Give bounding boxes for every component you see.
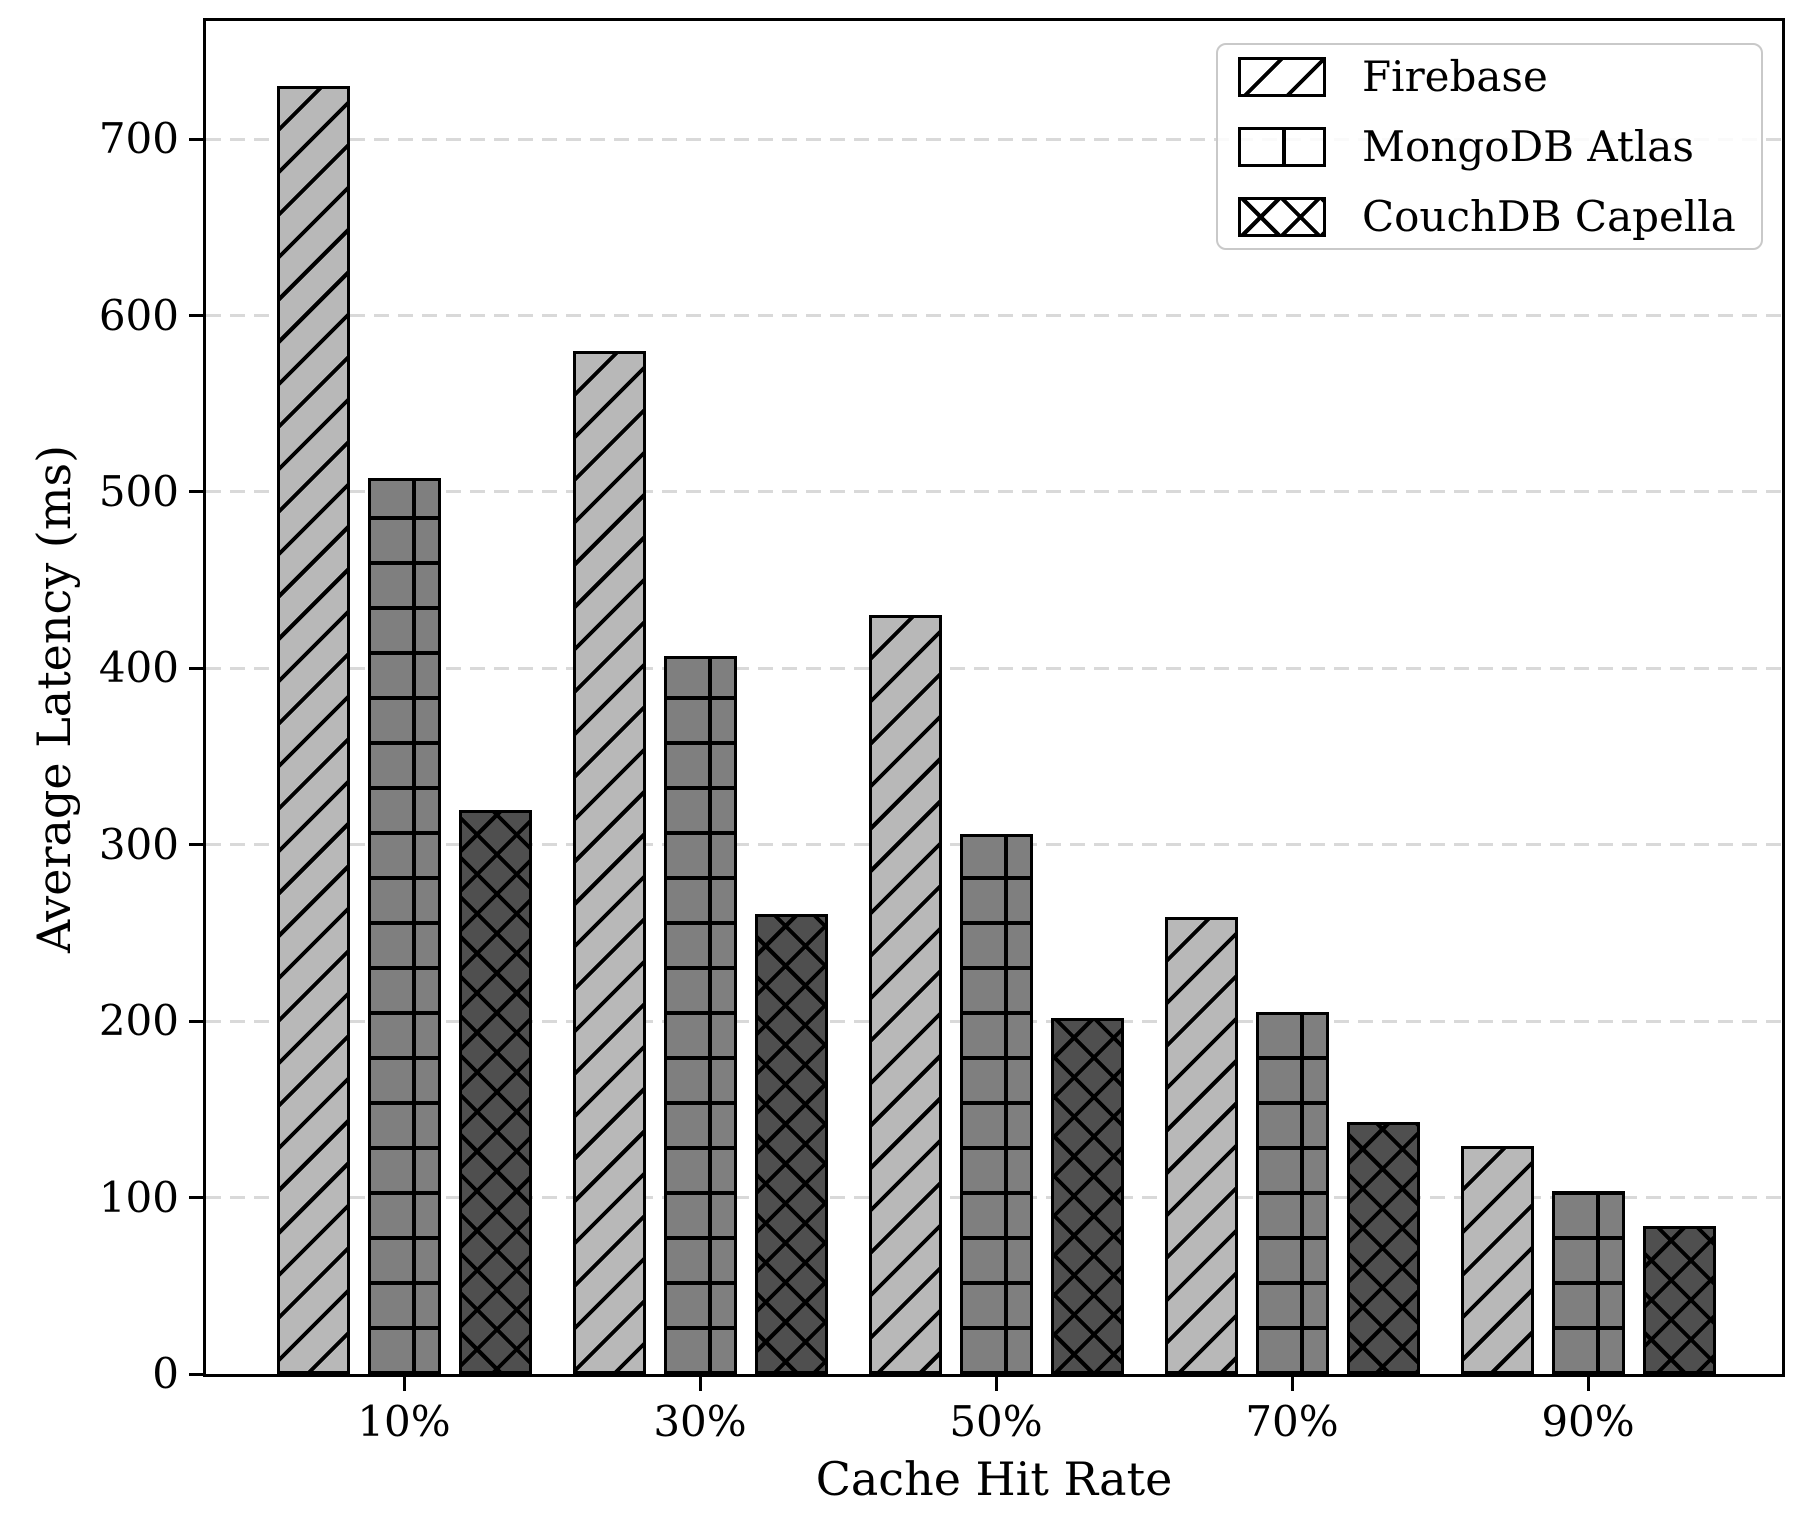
bar-couchdb-capella-10pct <box>458 810 532 1374</box>
bar-couchdb-capella-70pct <box>1346 1122 1420 1374</box>
bar-firebase-70pct <box>1164 917 1238 1374</box>
y-tick-mark-0 <box>189 1372 203 1376</box>
bar-mongodb-atlas-90pct <box>1551 1191 1625 1374</box>
gridline-400 <box>206 666 1782 670</box>
y-tick-label-100: 100 <box>98 1172 179 1222</box>
legend-swatch-mongodb-atlas-icon <box>1238 126 1326 167</box>
bar-couchdb-capella-50pct <box>1050 1018 1124 1374</box>
bar-firebase-30pct <box>572 351 646 1374</box>
bar-couchdb-capella-30pct <box>754 914 828 1374</box>
y-tick-label-400: 400 <box>98 643 179 693</box>
x-tick-label-70pct: 70% <box>1245 1397 1339 1446</box>
gridline-500 <box>206 490 1782 494</box>
x-tick-mark-10pct <box>402 1377 406 1391</box>
bar-couchdb-capella-90pct <box>1642 1226 1716 1374</box>
legend-row-couchdb-capella: CouchDB Capella <box>1238 191 1761 241</box>
x-tick-label-90pct: 90% <box>1541 1397 1635 1446</box>
y-tick-label-500: 500 <box>98 466 179 516</box>
legend-label-mongodb-atlas: MongoDB Atlas <box>1362 121 1694 171</box>
bar-mongodb-atlas-70pct <box>1255 1012 1329 1374</box>
x-tick-mark-50pct <box>994 1377 998 1391</box>
x-tick-mark-70pct <box>1290 1377 1294 1391</box>
y-tick-label-0: 0 <box>152 1349 179 1398</box>
y-tick-label-600: 600 <box>98 290 179 340</box>
y-tick-mark-500 <box>189 490 203 494</box>
legend-label-firebase: Firebase <box>1362 51 1548 101</box>
bar-firebase-10pct <box>276 86 350 1374</box>
x-axis-label: Cache Hit Rate <box>815 1452 1173 1506</box>
y-tick-mark-200 <box>189 1019 203 1023</box>
gridline-700 <box>206 137 1782 141</box>
bar-mongodb-atlas-10pct <box>367 478 441 1374</box>
x-tick-label-10pct: 10% <box>357 1397 451 1446</box>
bar-firebase-50pct <box>868 615 942 1374</box>
gridline-600 <box>206 314 1782 318</box>
legend: Firebase MongoDB Atlas CouchDB Capella <box>1216 43 1763 250</box>
bar-firebase-90pct <box>1460 1146 1534 1374</box>
y-tick-label-700: 700 <box>98 114 179 164</box>
y-tick-mark-100 <box>189 1196 203 1200</box>
legend-row-mongodb-atlas: MongoDB Atlas <box>1238 121 1761 171</box>
y-tick-label-300: 300 <box>98 819 179 869</box>
x-tick-mark-30pct <box>698 1377 702 1391</box>
x-tick-mark-90pct <box>1586 1377 1590 1391</box>
legend-row-firebase: Firebase <box>1238 51 1761 101</box>
legend-swatch-firebase-icon <box>1238 56 1326 97</box>
x-tick-label-30pct: 30% <box>653 1397 747 1446</box>
legend-label-couchdb-capella: CouchDB Capella <box>1362 191 1736 241</box>
bar-mongodb-atlas-30pct <box>663 656 737 1374</box>
legend-swatch-couchdb-capella-icon <box>1238 196 1326 237</box>
bar-mongodb-atlas-50pct <box>959 834 1033 1374</box>
y-tick-mark-400 <box>189 666 203 670</box>
y-tick-mark-600 <box>189 314 203 318</box>
y-tick-label-200: 200 <box>98 996 179 1046</box>
x-tick-label-50pct: 50% <box>949 1397 1043 1446</box>
y-tick-mark-700 <box>189 137 203 141</box>
y-tick-mark-300 <box>189 843 203 847</box>
